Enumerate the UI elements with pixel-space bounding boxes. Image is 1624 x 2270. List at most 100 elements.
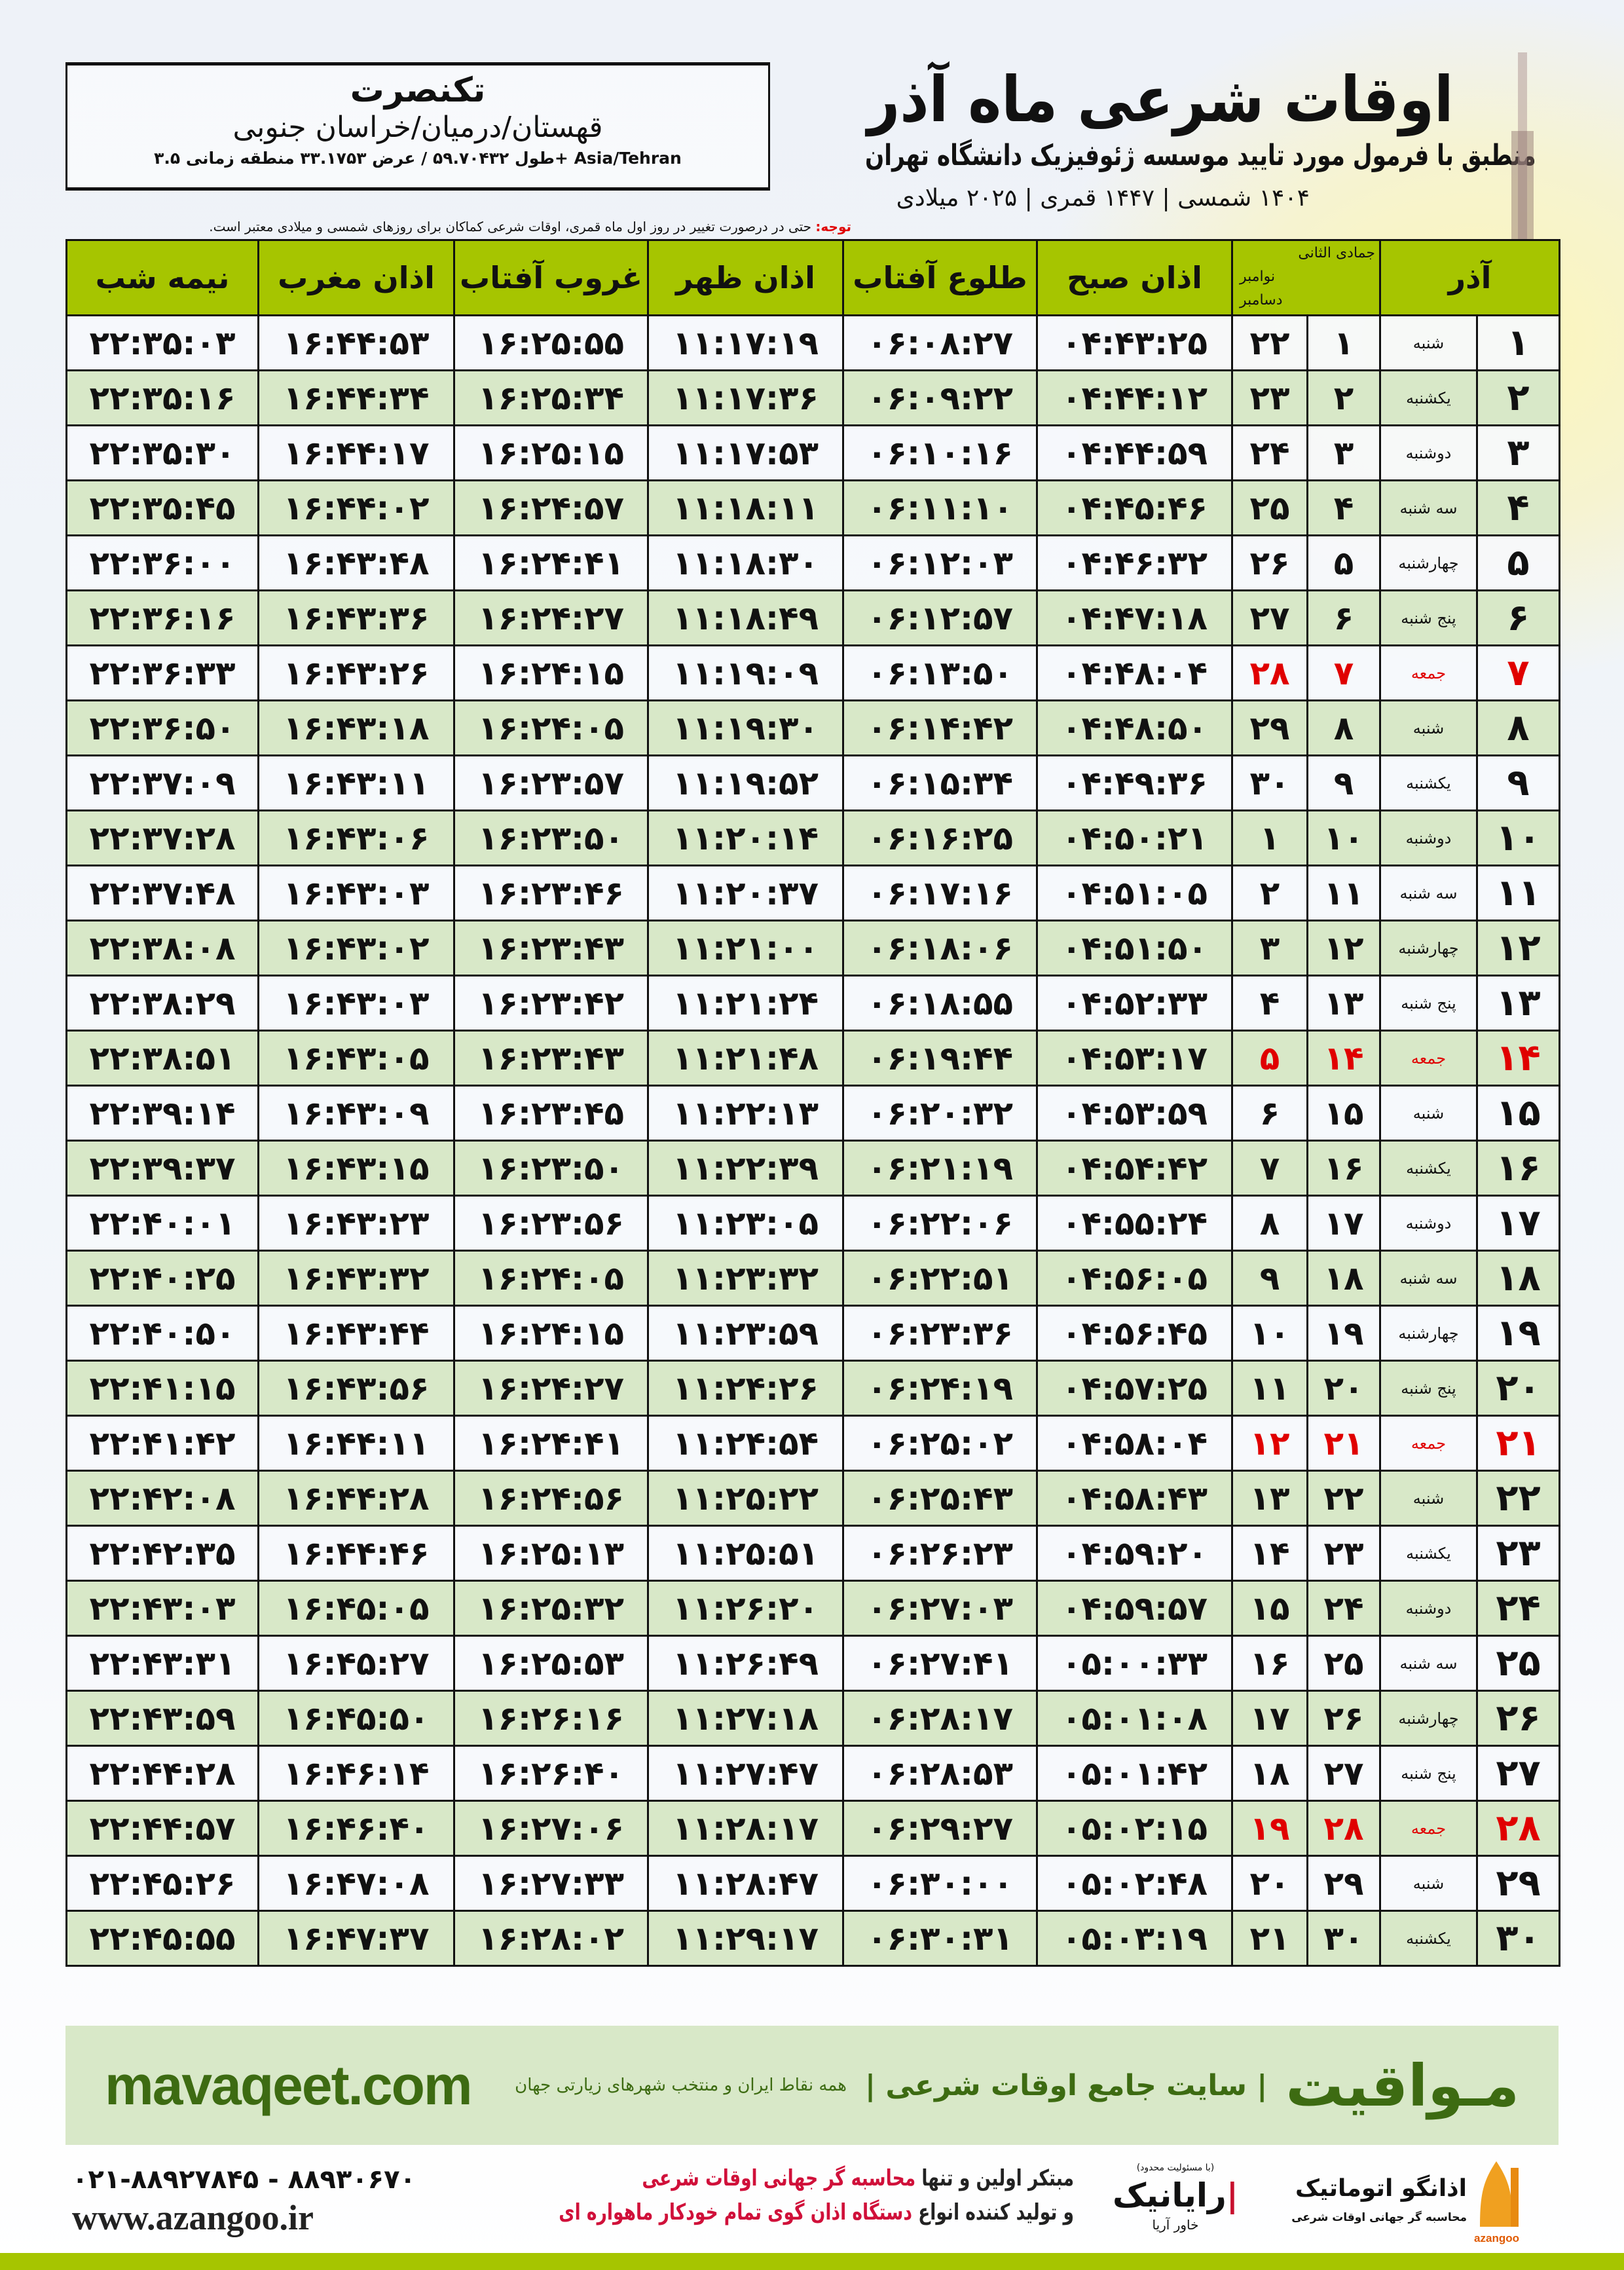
weekday: جمعه bbox=[1379, 644, 1478, 701]
azar-day: ۱۸ bbox=[1476, 1250, 1560, 1307]
time-zohr: ۱۱:۲۴:۲۶ bbox=[647, 1360, 844, 1417]
col-nime-shab: نیمه شب bbox=[65, 239, 259, 316]
mavaqeet-url[interactable]: mavaqeet.com bbox=[105, 2054, 473, 2116]
time-ghorub: ۱۶:۲۵:۱۵ bbox=[453, 424, 649, 481]
time-zohr: ۱۱:۲۰:۳۷ bbox=[647, 865, 844, 921]
time-nime-shab: ۲۲:۳۹:۱۴ bbox=[65, 1085, 259, 1142]
time-tolu: ۰۶:۰۹:۲۲ bbox=[842, 369, 1038, 426]
time-nime-shab: ۲۲:۳۸:۰۸ bbox=[65, 920, 259, 977]
weekday: دوشنبه bbox=[1379, 1195, 1478, 1252]
time-ghorub: ۱۶:۲۴:۲۷ bbox=[453, 589, 649, 646]
time-zohr: ۱۱:۲۱:۰۰ bbox=[647, 920, 844, 977]
time-nime-shab: ۲۲:۴۰:۲۵ bbox=[65, 1250, 259, 1307]
time-nime-shab: ۲۲:۳۵:۴۵ bbox=[65, 479, 259, 536]
weekday: جمعه bbox=[1379, 1415, 1478, 1472]
azangoo-latin: azangoo bbox=[1474, 2232, 1519, 2244]
table-row: ۲۲:۴۳:۰۳ ۱۶:۴۵:۰۵ ۱۶:۲۵:۳۲ ۱۱:۲۶:۲۰ ۰۶:۲۷:۰۳… bbox=[65, 1580, 1560, 1637]
promo-line1-b: محاسبه گر جهانی اوقات شرعی bbox=[642, 2165, 916, 2191]
greg-day: ۱۵ bbox=[1231, 1580, 1308, 1637]
greg-day: ۳ bbox=[1231, 920, 1308, 977]
time-sobh: ۰۴:۵۱:۰۵ bbox=[1036, 865, 1233, 921]
time-ghorub: ۱۶:۲۳:۴۵ bbox=[453, 1085, 649, 1142]
lunar-day: ۱۴ bbox=[1306, 1030, 1381, 1087]
time-sobh: ۰۴:۴۵:۴۶ bbox=[1036, 479, 1233, 536]
greg-day: ۲۴ bbox=[1231, 424, 1308, 481]
weekday: سه شنبه bbox=[1379, 1635, 1478, 1692]
time-nime-shab: ۲۲:۴۵:۵۵ bbox=[65, 1910, 259, 1967]
table-row: ۲۲:۳۵:۰۳ ۱۶:۴۴:۵۳ ۱۶:۲۵:۵۵ ۱۱:۱۷:۱۹ ۰۶:۰۸:۲۷… bbox=[65, 314, 1560, 371]
table-row: ۲۲:۳۶:۵۰ ۱۶:۴۳:۱۸ ۱۶:۲۴:۰۵ ۱۱:۱۹:۳۰ ۰۶:۱۴:۴۲… bbox=[65, 699, 1560, 756]
time-maghrib: ۱۶:۴۳:۰۹ bbox=[257, 1085, 455, 1142]
lunar-day: ۱۹ bbox=[1306, 1305, 1381, 1362]
time-tolu: ۰۶:۲۸:۵۳ bbox=[842, 1745, 1038, 1802]
time-zohr: ۱۱:۲۷:۴۷ bbox=[647, 1745, 844, 1802]
time-nime-shab: ۲۲:۴۵:۲۶ bbox=[65, 1855, 259, 1912]
time-ghorub: ۱۶:۲۴:۰۵ bbox=[453, 699, 649, 756]
time-tolu: ۰۶:۱۸:۵۵ bbox=[842, 975, 1038, 1032]
azar-day: ۱۷ bbox=[1476, 1195, 1560, 1252]
time-maghrib: ۱۶:۴۳:۰۶ bbox=[257, 809, 455, 866]
time-sobh: ۰۴:۵۶:۴۵ bbox=[1036, 1305, 1233, 1362]
time-maghrib: ۱۶:۴۳:۲۶ bbox=[257, 644, 455, 701]
azar-day: ۲۶ bbox=[1476, 1690, 1560, 1747]
weekday: یکشنبه bbox=[1379, 754, 1478, 811]
time-maghrib: ۱۶:۴۶:۴۰ bbox=[257, 1800, 455, 1857]
lunar-day: ۲۸ bbox=[1306, 1800, 1381, 1857]
table-row: ۲۲:۴۵:۵۵ ۱۶:۴۷:۳۷ ۱۶:۲۸:۰۲ ۱۱:۲۹:۱۷ ۰۶:۳۰:۳۱… bbox=[65, 1910, 1560, 1967]
time-sobh: ۰۴:۴۴:۵۹ bbox=[1036, 424, 1233, 481]
weekday: چهارشنبه bbox=[1379, 1305, 1478, 1362]
weekday: شنبه bbox=[1379, 1470, 1478, 1527]
time-sobh: ۰۵:۰۳:۱۹ bbox=[1036, 1910, 1233, 1967]
time-sobh: ۰۴:۵۸:۰۴ bbox=[1036, 1415, 1233, 1472]
weekday: شنبه bbox=[1379, 1085, 1478, 1142]
time-tolu: ۰۶:۱۶:۲۵ bbox=[842, 809, 1038, 866]
time-maghrib: ۱۶:۴۷:۳۷ bbox=[257, 1910, 455, 1967]
lunar-day: ۱۱ bbox=[1306, 865, 1381, 921]
lunar-day: ۱۰ bbox=[1306, 809, 1381, 866]
lunar-day: ۲۲ bbox=[1306, 1470, 1381, 1527]
time-maghrib: ۱۶:۴۳:۰۵ bbox=[257, 1030, 455, 1087]
promo-line2-b: دستگاه اذان گوی تمام خودکار ماهواره ای bbox=[559, 2199, 912, 2225]
note-text: حتی در درصورت تغییر در روز اول ماه قمری،… bbox=[209, 219, 816, 234]
time-nime-shab: ۲۲:۳۶:۱۶ bbox=[65, 589, 259, 646]
time-sobh: ۰۴:۴۷:۱۸ bbox=[1036, 589, 1233, 646]
weekday: پنج شنبه bbox=[1379, 1745, 1478, 1802]
time-tolu: ۰۶:۱۳:۵۰ bbox=[842, 644, 1038, 701]
time-ghorub: ۱۶:۲۴:۴۱ bbox=[453, 1415, 649, 1472]
azar-day: ۱۹ bbox=[1476, 1305, 1560, 1362]
time-maghrib: ۱۶:۴۳:۵۶ bbox=[257, 1360, 455, 1417]
time-sobh: ۰۵:۰۱:۴۲ bbox=[1036, 1745, 1233, 1802]
time-zohr: ۱۱:۲۲:۱۳ bbox=[647, 1085, 844, 1142]
weekday: جمعه bbox=[1379, 1030, 1478, 1087]
phone-numbers: ۰۲۱-۸۸۹۲۷۸۴۵ - ۸۸۹۳۰۶۷۰ bbox=[72, 2165, 416, 2195]
time-zohr: ۱۱:۱۸:۴۹ bbox=[647, 589, 844, 646]
azangoo-sub: محاسبه گر جهانی اوقات شرعی bbox=[1291, 2211, 1467, 2224]
page-subtitle: منطبق با فرمول مورد تایید موسسه ژئوفیزیک… bbox=[864, 139, 1536, 172]
time-tolu: ۰۶:۰۸:۲۷ bbox=[842, 314, 1038, 371]
time-sobh: ۰۴:۵۶:۰۵ bbox=[1036, 1250, 1233, 1307]
azar-day: ۱۵ bbox=[1476, 1085, 1560, 1142]
lunar-month-label: جمادی الثانی bbox=[1298, 245, 1375, 261]
time-tolu: ۰۶:۲۷:۰۳ bbox=[842, 1580, 1038, 1637]
time-zohr: ۱۱:۲۷:۱۸ bbox=[647, 1690, 844, 1747]
time-maghrib: ۱۶:۴۴:۴۶ bbox=[257, 1525, 455, 1582]
lunar-day: ۲۱ bbox=[1306, 1415, 1381, 1472]
rayanik-name: رایانیک bbox=[1112, 2176, 1227, 2214]
time-nime-shab: ۲۲:۴۴:۲۸ bbox=[65, 1745, 259, 1802]
time-sobh: ۰۴:۵۳:۱۷ bbox=[1036, 1030, 1233, 1087]
time-tolu: ۰۶:۲۲:۰۶ bbox=[842, 1195, 1038, 1252]
time-maghrib: ۱۶:۴۴:۲۸ bbox=[257, 1470, 455, 1527]
time-tolu: ۰۶:۱۷:۱۶ bbox=[842, 865, 1038, 921]
time-ghorub: ۱۶:۲۳:۴۶ bbox=[453, 865, 649, 921]
weekday: پنج شنبه bbox=[1379, 589, 1478, 646]
azar-day: ۲۲ bbox=[1476, 1470, 1560, 1527]
greg-day: ۲ bbox=[1231, 865, 1308, 921]
greg-day: ۶ bbox=[1231, 1085, 1308, 1142]
azangoo-website[interactable]: www.azangoo.ir bbox=[72, 2198, 314, 2237]
col-ghorub: غروب آفتاب bbox=[453, 239, 649, 316]
lunar-day: ۴ bbox=[1306, 479, 1381, 536]
lunar-day: ۳ bbox=[1306, 424, 1381, 481]
time-maghrib: ۱۶:۴۳:۳۲ bbox=[257, 1250, 455, 1307]
azar-day: ۳۰ bbox=[1476, 1910, 1560, 1967]
time-nime-shab: ۲۲:۴۳:۰۳ bbox=[65, 1580, 259, 1637]
